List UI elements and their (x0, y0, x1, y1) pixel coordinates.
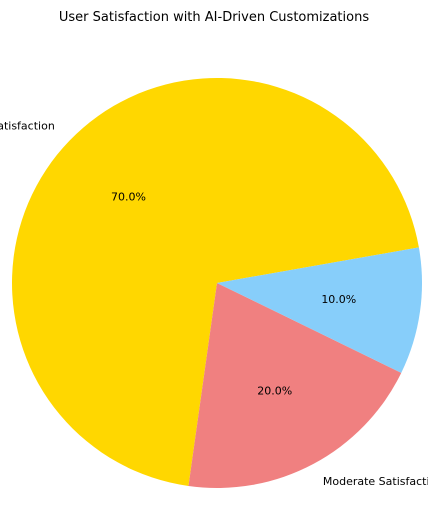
pie-slices (11, 78, 422, 488)
pie-slice-moderate-satisfaction (188, 283, 402, 488)
slice-label-high-satisfaction: High Satisfaction (0, 119, 55, 132)
percent-label-high-satisfaction: 70.0% (111, 191, 146, 204)
pie-labels: High Satisfaction 70.0% Moderate Satisfact… (0, 119, 428, 488)
pie-slice-high-satisfaction (11, 78, 419, 487)
pie-slice-dissatisfied (217, 247, 422, 373)
percent-label-moderate-satisfaction: 20.0% (257, 385, 292, 398)
percent-label-dissatisfied: 10.0% (321, 293, 356, 306)
chart-title: User Satisfaction with AI-Driven Customi… (59, 10, 369, 25)
slice-label-moderate-satisfaction: Moderate Satisfaction (323, 475, 428, 488)
